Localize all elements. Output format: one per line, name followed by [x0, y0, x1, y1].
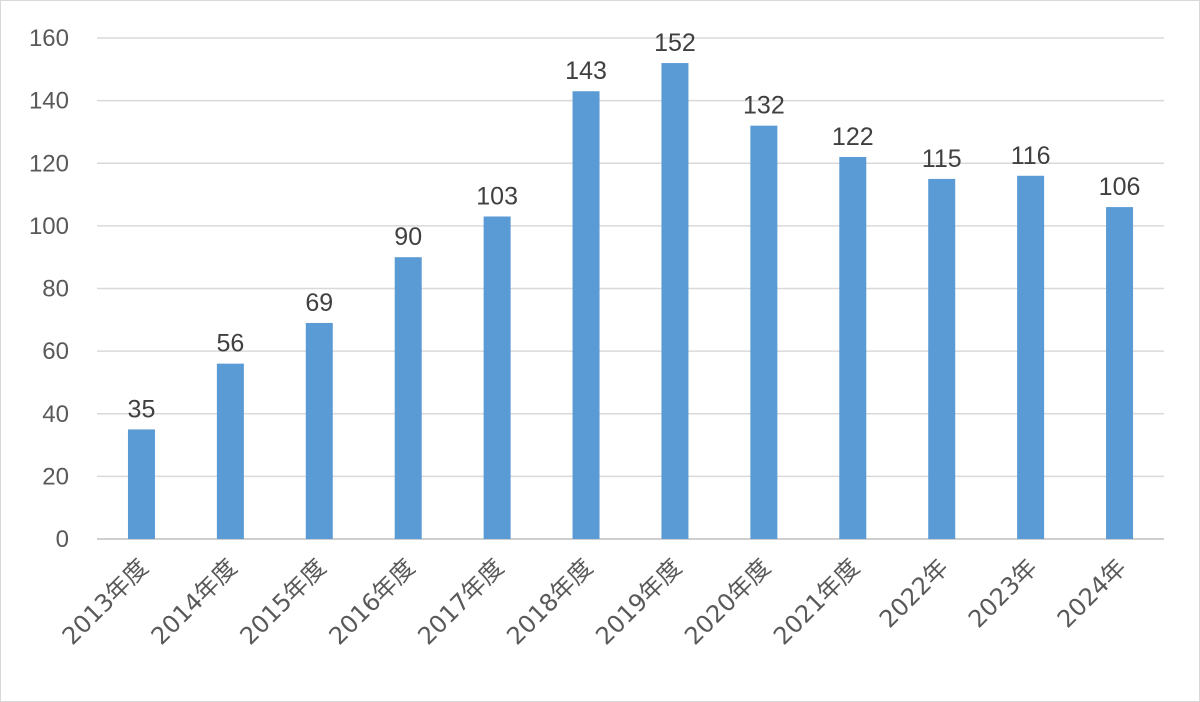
- data-label-2018年度: 143: [565, 57, 607, 85]
- x-tick-label-2021年度: 2021年度: [768, 553, 865, 650]
- bar-2022年: [928, 178, 956, 539]
- x-tick-label-2022年: 2022年: [874, 553, 954, 633]
- x-tick-label-2023年: 2023年: [963, 553, 1043, 633]
- y-tick-label-100: 100: [29, 213, 69, 240]
- x-tick-label-2024年: 2024年: [1052, 553, 1132, 633]
- y-tick-label-40: 40: [42, 401, 69, 428]
- data-label-2017年度: 103: [476, 182, 518, 210]
- data-label-2019年度: 152: [654, 29, 696, 57]
- data-label-2021年度: 122: [832, 123, 874, 151]
- y-tick-label-60: 60: [42, 338, 69, 365]
- x-tick-label-2015年度: 2015年度: [235, 553, 332, 650]
- data-label-2023年: 116: [1011, 142, 1051, 170]
- bar-2021年度: [839, 156, 867, 540]
- bar-2017年度: [483, 216, 511, 539]
- y-axis-tick-labels: 0 20 40 60 80 100 120 140 160: [29, 25, 69, 553]
- bar-2018年度: [572, 91, 600, 539]
- x-tick-label-2018年度: 2018年度: [501, 553, 598, 650]
- y-tick-label-80: 80: [42, 276, 69, 303]
- bar-2013年度: [127, 429, 155, 539]
- y-tick-label-140: 140: [29, 88, 69, 115]
- x-tick-label-2020年度: 2020年度: [679, 553, 776, 650]
- data-label-2015年度: 69: [305, 289, 333, 317]
- bar-2020年度: [750, 125, 778, 540]
- data-labels: 35 56 69 90 103 143 152 132 122 115 116 106: [128, 29, 1141, 423]
- data-label-2013年度: 35: [128, 395, 156, 423]
- x-tick-label-2013年度: 2013年度: [57, 553, 154, 650]
- x-tick-label-2016年度: 2016年度: [324, 553, 421, 650]
- x-tick-label-2019年度: 2019年度: [590, 553, 687, 650]
- data-label-2022年: 115: [922, 145, 962, 173]
- data-label-2024年: 106: [1099, 173, 1141, 201]
- y-tick-label-120: 120: [29, 150, 69, 177]
- bar-2019年度: [661, 63, 689, 540]
- y-tick-label-0: 0: [56, 526, 69, 553]
- x-tick-label-2014年度: 2014年度: [146, 553, 243, 650]
- bar-2015年度: [305, 322, 333, 539]
- bars: [127, 63, 1134, 540]
- data-label-2014年度: 56: [216, 330, 244, 358]
- gridlines: [97, 37, 1164, 540]
- bar-2016年度: [394, 257, 422, 539]
- y-tick-label-160: 160: [29, 25, 69, 52]
- bar-2023年: [1017, 175, 1045, 539]
- y-tick-label-20: 20: [42, 463, 69, 490]
- data-label-2020年度: 132: [743, 92, 785, 120]
- x-tick-label-2017年度: 2017年度: [412, 553, 509, 650]
- bar-2024年: [1106, 207, 1134, 539]
- x-axis-category-labels: 2013年度2014年度2015年度2016年度2017年度2018年度2019…: [57, 553, 1132, 650]
- bar-2014年度: [216, 363, 244, 539]
- data-label-2016年度: 90: [394, 223, 422, 251]
